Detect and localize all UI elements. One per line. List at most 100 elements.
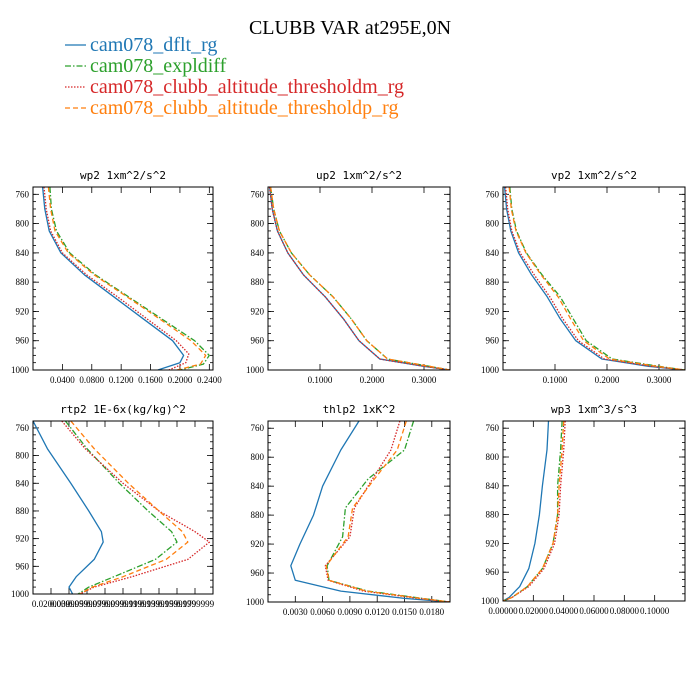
ytick-label: 840 — [16, 248, 30, 258]
xtick-label: 0.1200 — [109, 375, 134, 385]
panel-1: up2 1xm^2/s^2 760 800 840 880 920 960 1000 0.100… — [246, 169, 451, 385]
xtick-label: 0.1399999 — [140, 599, 179, 609]
xtick-label: 0.1000 — [543, 375, 568, 385]
series-line-cam078_clubb_altitude_thresholdp_rg — [503, 421, 565, 601]
ytick-label: 840 — [16, 478, 30, 488]
panel-title-5: wp3 1xm^3/s^3 — [551, 403, 637, 416]
ytick-label: 880 — [486, 277, 500, 287]
series-line-cam078_clubb_altitude_thresholdp_rg — [269, 187, 450, 370]
ytick-label: 960 — [16, 561, 30, 571]
ytick-label: 1000 — [11, 365, 30, 375]
series-line-cam078_clubb_altitude_thresholdp_rg — [508, 187, 685, 370]
series-line-cam078_dflt_rg — [290, 421, 450, 602]
legend: cam078_dflt_rgcam078_expldiffcam078_club… — [65, 34, 404, 119]
panel-2: vp2 1xm^2/s^2 760 800 840 880 920 960 1000 0.100… — [481, 169, 686, 385]
xtick-label: 0.02000 — [519, 606, 549, 616]
ytick-label: 840 — [251, 481, 265, 491]
series-line-cam078_expldiff — [509, 187, 685, 370]
ytick-label: 920 — [16, 534, 30, 544]
legend-label-3: cam078_clubb_altitude_thresholdp_rg — [90, 97, 398, 119]
xtick-label: 0.3000 — [412, 375, 437, 385]
ytick-label: 760 — [486, 189, 500, 199]
xtick-label: 0.0200000 — [32, 599, 71, 609]
series-line-cam078_clubb_altitude_thresholdm_rg — [324, 421, 450, 602]
xtick-label: 0.2000 — [360, 375, 385, 385]
ytick-label: 920 — [251, 539, 265, 549]
series-line-cam078_clubb_altitude_thresholdm_rg — [61, 421, 211, 594]
panel-frame — [32, 186, 214, 371]
ytick-label: 920 — [251, 306, 265, 316]
series-line-cam078_dflt_rg — [503, 421, 550, 601]
legend-label-2: cam078_clubb_altitude_thresholdm_rg — [90, 76, 404, 98]
xtick-label: 0.10000 — [640, 606, 670, 616]
series-line-cam078_expldiff — [64, 421, 178, 594]
series-line-cam078_expldiff — [49, 187, 210, 370]
xtick-label: 0.1199999 — [122, 599, 160, 609]
ytick-label: 920 — [16, 306, 30, 316]
panel-3: rtp2 1E-6x(kg/kg)^2 760 800 840 880 920 960 100… — [11, 403, 215, 609]
xtick-label: 0.08000 — [610, 606, 640, 616]
series-line-cam078_dflt_rg — [268, 187, 450, 370]
series-line-cam078_clubb_altitude_thresholdp_rg — [325, 421, 450, 602]
figure-title: CLUBB VAR at295E,0N — [249, 17, 451, 39]
xtick-label: 0.0800 — [79, 375, 104, 385]
xtick-label: 0.0399999 — [50, 599, 89, 609]
ytick-label: 960 — [486, 567, 500, 577]
xtick-label: 0.04000 — [549, 606, 579, 616]
ytick-label: 840 — [486, 248, 500, 258]
ytick-label: 880 — [486, 510, 500, 520]
ytick-label: 1000 — [11, 589, 30, 599]
legend-label-1: cam078_expldiff — [90, 55, 227, 77]
series-line-cam078_clubb_altitude_thresholdm_rg — [43, 187, 190, 370]
ytick-label: 1000 — [481, 365, 500, 375]
ytick-label: 840 — [251, 248, 265, 258]
ytick-label: 880 — [16, 277, 30, 287]
ytick-label: 960 — [251, 336, 265, 346]
ytick-label: 800 — [16, 451, 30, 461]
panels: wp2 1xm^2/s^2 760 800 840 880 920 960 1000 0.040… — [11, 169, 686, 617]
series-line-cam078_clubb_altitude_thresholdp_rg — [47, 187, 207, 370]
ytick-label: 1000 — [481, 596, 500, 606]
series-line-cam078_clubb_altitude_thresholdm_rg — [268, 187, 450, 370]
xtick-label: 0.0599999 — [68, 599, 107, 609]
xtick-label: 0.0150 — [392, 607, 417, 617]
ytick-label: 800 — [486, 219, 500, 229]
ytick-label: 840 — [486, 481, 500, 491]
xtick-label: 0.0090 — [338, 607, 363, 617]
series-line-cam078_expldiff — [326, 421, 450, 602]
series-line-cam078_clubb_altitude_thresholdm_rg — [504, 187, 685, 370]
panel-frame — [502, 420, 686, 602]
ytick-label: 760 — [16, 423, 30, 433]
series-line-cam078_dflt_rg — [33, 421, 104, 594]
panel-frame — [502, 186, 686, 371]
ytick-label: 800 — [251, 452, 265, 462]
series-line-cam078_clubb_altitude_thresholdp_rg — [70, 421, 189, 594]
panel-title-3: rtp2 1E-6x(kg/kg)^2 — [60, 403, 186, 416]
xtick-label: 0.3000 — [647, 375, 672, 385]
panel-title-2: vp2 1xm^2/s^2 — [551, 169, 637, 182]
series-line-cam078_expldiff — [503, 421, 563, 601]
xtick-label: 0.2000 — [595, 375, 620, 385]
ytick-label: 920 — [486, 538, 500, 548]
ytick-label: 800 — [486, 452, 500, 462]
xtick-label: 0.06000 — [579, 606, 609, 616]
ytick-label: 880 — [251, 277, 265, 287]
ytick-label: 800 — [251, 219, 265, 229]
xtick-label: 0.00000 — [488, 606, 518, 616]
series-line-cam078_clubb_altitude_thresholdm_rg — [503, 421, 566, 601]
ytick-label: 760 — [251, 189, 265, 199]
ytick-label: 960 — [251, 568, 265, 578]
xtick-label: 0.0180 — [419, 607, 444, 617]
ytick-label: 1000 — [246, 365, 265, 375]
xtick-label: 0.2400 — [197, 375, 222, 385]
xtick-label: 0.0400 — [50, 375, 75, 385]
ytick-label: 800 — [16, 219, 30, 229]
legend-label-0: cam078_dflt_rg — [90, 34, 217, 56]
ytick-label: 880 — [16, 506, 30, 516]
panel-frame — [267, 186, 451, 371]
ytick-label: 960 — [486, 336, 500, 346]
panel-0: wp2 1xm^2/s^2 760 800 840 880 920 960 1000 0.040… — [11, 169, 222, 385]
series-line-cam078_dflt_rg — [41, 187, 185, 370]
xtick-label: 0.1799999 — [176, 599, 215, 609]
